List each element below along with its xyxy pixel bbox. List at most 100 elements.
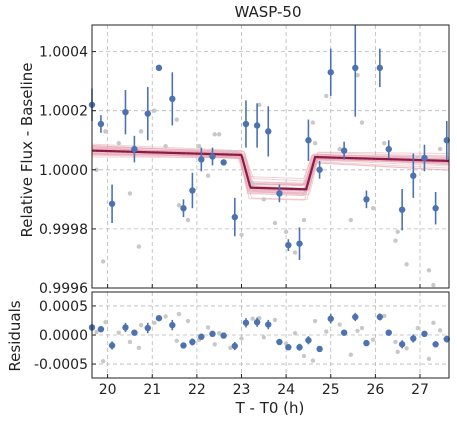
unbinned-point: [174, 338, 179, 344]
unbinned-point: [359, 325, 365, 331]
unbinned-point: [103, 320, 108, 325]
unbinned-point: [152, 320, 157, 325]
unbinned-point: [239, 232, 244, 238]
x-tick-label: 26: [366, 382, 384, 398]
y-tick-label: 1.0000: [39, 163, 88, 179]
unbinned-point: [283, 229, 289, 235]
data-point: [220, 159, 227, 166]
data-point: [296, 240, 303, 247]
y-axis-label-residuals: Residuals: [6, 300, 24, 371]
x-tick-label: 23: [233, 382, 251, 398]
data-point: [231, 213, 238, 221]
unbinned-point: [174, 117, 179, 122]
data-point: [316, 345, 323, 353]
unbinned-point: [301, 217, 307, 223]
data-point: [155, 64, 163, 72]
unbinned-point: [431, 320, 436, 325]
data-point: [285, 344, 292, 351]
data-point: [443, 137, 450, 144]
unbinned-point: [205, 173, 211, 178]
data-point: [410, 172, 417, 179]
chart-title: WASP-50: [234, 3, 301, 21]
unbinned-point: [292, 250, 298, 255]
unbinned-point: [94, 329, 99, 335]
unbinned-point: [324, 329, 329, 334]
unbinned-point: [116, 330, 121, 335]
unbinned-point: [324, 93, 329, 99]
unbinned-point: [292, 331, 298, 336]
y-axis-label-flux: Relative Flux - Baseline: [18, 63, 36, 238]
data-point: [180, 342, 187, 349]
unbinned-point: [348, 217, 354, 223]
unbinned-point: [216, 132, 222, 137]
y-tick-label: 0.9998: [39, 222, 88, 238]
unbinned-point: [348, 352, 354, 357]
unbinned-point: [437, 146, 443, 152]
unbinned-point: [301, 353, 307, 359]
data-point: [265, 321, 272, 328]
unbinned-point: [239, 336, 244, 341]
unbinned-point: [431, 282, 436, 288]
data-point: [242, 319, 250, 326]
model-sample-curve: [91, 147, 450, 182]
y-tick-label: -0.0005: [34, 357, 88, 373]
unbinned-point: [272, 220, 278, 226]
unbinned-point: [205, 325, 211, 330]
unbinned-point: [257, 102, 262, 107]
unbinned-point: [393, 339, 398, 345]
unbinned-point: [261, 335, 267, 340]
binned-points-residuals: [88, 312, 450, 353]
x-tick-label: 25: [322, 382, 340, 398]
flux-panel: WASP-50 Relative Flux - Baseline 0.99960…: [18, 3, 450, 297]
data-point: [376, 313, 384, 321]
data-point: [327, 69, 334, 76]
data-point: [253, 319, 261, 326]
unbinned-point: [138, 322, 144, 328]
unbinned-point: [250, 316, 255, 321]
data-point: [276, 190, 283, 197]
unbinned-point: [395, 229, 400, 235]
unbinned-point: [136, 244, 142, 249]
unbinned-point: [370, 206, 376, 211]
data-point: [189, 338, 196, 346]
y-tick-label: 0.0005: [39, 299, 88, 315]
data-point: [398, 341, 406, 348]
data-point: [198, 156, 205, 163]
unbinned-point: [382, 313, 387, 319]
unbinned-point: [426, 268, 432, 273]
data-point: [363, 196, 370, 203]
data-point: [198, 333, 205, 340]
data-point: [385, 329, 392, 336]
unbinned-point: [415, 325, 420, 331]
unbinned-point: [404, 262, 409, 267]
unbinned-point: [196, 143, 202, 149]
unbinned-point: [100, 358, 106, 364]
data-point: [305, 137, 312, 144]
unbinned-point: [127, 191, 133, 196]
data-point: [253, 122, 261, 129]
data-point: [144, 324, 151, 332]
data-point: [209, 153, 216, 160]
data-point: [122, 324, 129, 331]
data-point: [189, 187, 196, 194]
data-point: [97, 325, 105, 333]
data-point: [144, 110, 151, 117]
unbinned-point: [355, 73, 360, 78]
data-point: [169, 321, 176, 329]
unbinned-point: [127, 339, 133, 345]
model-sample-curve: [91, 149, 450, 194]
x-tick-label: 21: [143, 382, 161, 398]
data-point: [305, 337, 312, 344]
unbinned-point: [100, 259, 106, 264]
data-point: [276, 338, 283, 346]
unbinned-point: [185, 318, 191, 324]
data-point: [421, 330, 428, 338]
data-point: [421, 154, 428, 162]
data-point: [432, 341, 439, 348]
unbinned-point: [426, 356, 432, 362]
x-ticks-flux: [107, 284, 421, 288]
plot-frame-flux: [91, 24, 450, 289]
unbinned-point: [212, 132, 217, 137]
unbinned-point: [138, 129, 144, 134]
